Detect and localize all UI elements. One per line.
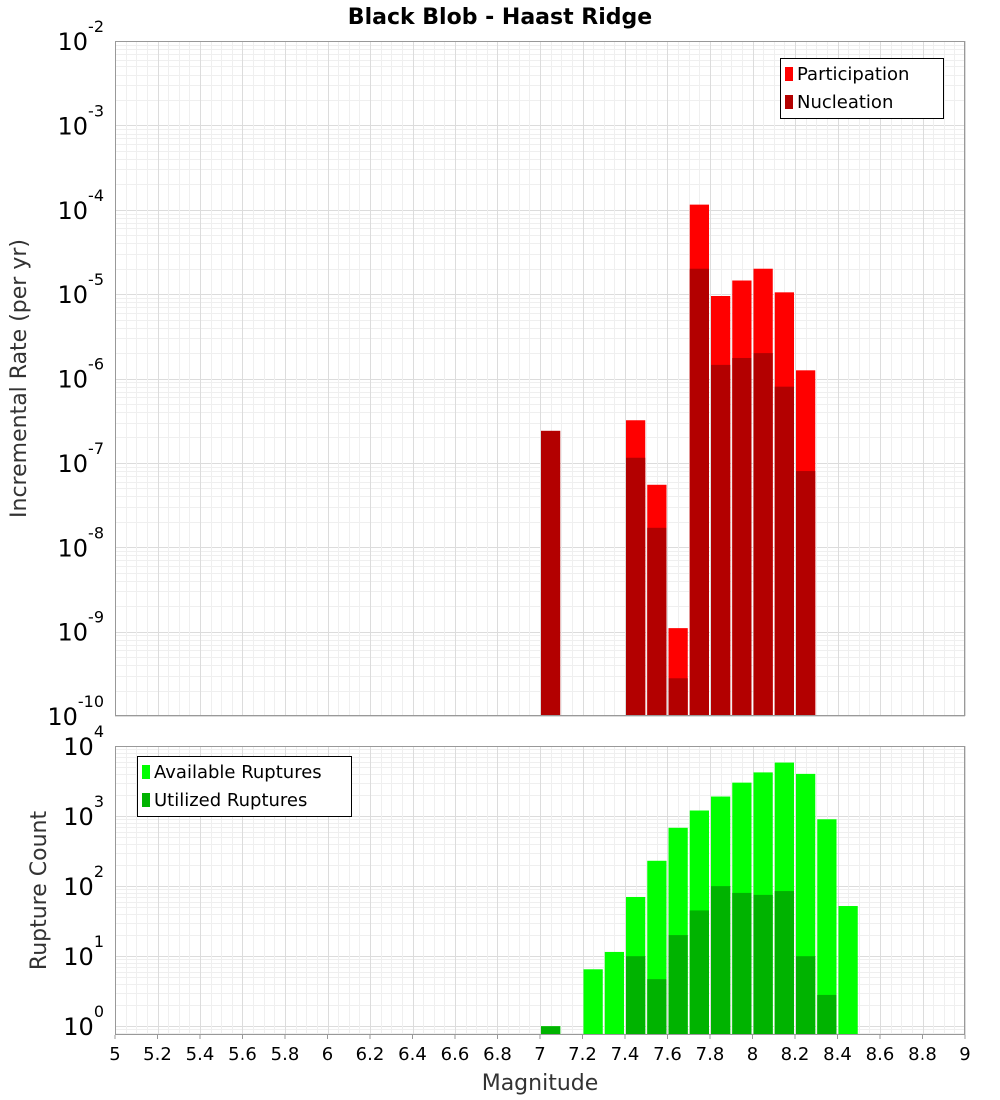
x-tick-label: 7 <box>534 1044 545 1065</box>
bar-utilized-ruptures-7-05 <box>541 1026 561 1035</box>
y-tick-label: 10-4 <box>58 186 105 225</box>
bottom-legend-box <box>137 756 352 817</box>
y-tick-label: 10-8 <box>58 523 105 562</box>
x-tick-label: 6.4 <box>398 1044 427 1065</box>
top-y-ticks: 10-10 10-9 10-8 10-7 10-6 10-5 10-4 10-3 10-2 <box>47 17 104 731</box>
y-tick-label: 10-3 <box>58 101 105 140</box>
top-plot-border <box>115 41 965 716</box>
bar-nucleation-8-15 <box>774 386 794 716</box>
x-tick-label: 5 <box>109 1044 120 1065</box>
y-tick-label: 10-2 <box>58 17 105 56</box>
x-axis-ticks: 5 5.2 5.4 5.6 5.8 6 6.2 6.4 6.6 6.8 7 7.2 7.4 7.6 7.8 8… <box>109 1035 971 1065</box>
x-tick-label: 9 <box>959 1044 970 1065</box>
legend-swatch-participation <box>785 67 793 81</box>
y-tick-label: 100 <box>63 1002 104 1041</box>
bar-nucleation-7-65 <box>668 678 688 716</box>
chart-title: Black Blob - Haast Ridge <box>348 5 652 30</box>
y-tick-label: 102 <box>63 862 104 901</box>
x-tick-label: 7.4 <box>611 1044 640 1065</box>
bar-utilized-ruptures-8-15 <box>774 891 794 1035</box>
top-panel: 10-10 10-9 10-8 10-7 10-6 10-5 10-4 10-3 10-2 In… <box>7 17 966 731</box>
bar-nucleation-8-05 <box>753 353 773 716</box>
top-legend: Participation Nucleation <box>780 58 944 119</box>
legend-label-nucleation: Nucleation <box>797 92 893 113</box>
x-tick-label: 7.2 <box>568 1044 597 1065</box>
bottom-legend: Available Ruptures Utilized Ruptures <box>137 756 352 817</box>
bar-utilized-ruptures-8-05 <box>753 894 773 1035</box>
y-tick-label: 10-5 <box>58 270 105 309</box>
bar-nucleation-7-05 <box>541 430 561 716</box>
y-tick-label: 10-7 <box>58 439 105 478</box>
x-tick-label: 8.6 <box>866 1044 895 1065</box>
bar-nucleation-7-85 <box>711 364 731 716</box>
legend-label-utilized-ruptures: Utilized Ruptures <box>154 790 307 811</box>
bar-utilized-ruptures-7-75 <box>689 910 709 1035</box>
x-tick-label: 6 <box>322 1044 333 1065</box>
bottom-y-axis-label: Rupture Count <box>27 811 52 971</box>
bar-nucleation-8-25 <box>796 471 816 716</box>
y-tick-label: 10-6 <box>58 355 105 394</box>
top-bars <box>541 204 816 717</box>
x-tick-label: 6.8 <box>483 1044 512 1065</box>
legend-swatch-available-ruptures <box>142 765 150 779</box>
top-legend-box <box>780 58 944 119</box>
bar-nucleation-7-45 <box>626 457 646 716</box>
bar-utilized-ruptures-7-45 <box>626 956 646 1035</box>
legend-label-participation: Participation <box>797 64 909 85</box>
y-tick-label: 10-10 <box>47 692 104 731</box>
bar-utilized-ruptures-8-25 <box>796 956 816 1035</box>
y-tick-label: 103 <box>63 792 104 831</box>
bar-available-ruptures-8-45 <box>838 906 858 1035</box>
x-tick-label: 7.6 <box>653 1044 682 1065</box>
y-tick-label: 104 <box>63 722 104 761</box>
x-tick-label: 8.2 <box>781 1044 810 1065</box>
bottom-panel: 100 101 102 103 104 5 5.2 5.4 5.6 5.8 6 6.2 6.4 6.6 6… <box>27 722 971 1096</box>
bar-nucleation-7-75 <box>689 268 709 716</box>
bar-utilized-ruptures-7-65 <box>668 935 688 1035</box>
bar-utilized-ruptures-7-85 <box>711 886 731 1035</box>
y-tick-label: 101 <box>63 932 104 971</box>
bottom-bars <box>541 762 858 1035</box>
legend-label-available-ruptures: Available Ruptures <box>154 762 322 783</box>
top-y-axis-label: Incremental Rate (per yr) <box>7 239 32 518</box>
bar-available-ruptures-7-25 <box>583 969 603 1035</box>
bar-available-ruptures-7-35 <box>604 951 624 1035</box>
bar-nucleation-7-95 <box>732 357 752 716</box>
x-tick-label: 5.6 <box>228 1044 257 1065</box>
x-tick-label: 6.6 <box>441 1044 470 1065</box>
bottom-plot-border <box>115 746 965 1035</box>
x-tick-label: 8.8 <box>908 1044 937 1065</box>
bar-utilized-ruptures-8-35 <box>817 994 837 1035</box>
x-tick-label: 7.8 <box>696 1044 725 1065</box>
x-tick-label: 8.4 <box>823 1044 852 1065</box>
bar-utilized-ruptures-7-55 <box>647 979 667 1035</box>
y-tick-label: 10-9 <box>58 608 105 647</box>
x-tick-label: 5.2 <box>143 1044 172 1065</box>
bottom-y-ticks: 100 101 102 103 104 <box>63 722 104 1041</box>
x-axis-label: Magnitude <box>482 1071 599 1096</box>
x-tick-label: 6.2 <box>356 1044 385 1065</box>
x-tick-label: 8 <box>747 1044 758 1065</box>
x-tick-label: 5.8 <box>271 1044 300 1065</box>
x-tick-label: 5.4 <box>186 1044 215 1065</box>
bar-nucleation-7-55 <box>647 527 667 716</box>
bar-available-ruptures-8-35 <box>817 819 837 1035</box>
bar-utilized-ruptures-7-95 <box>732 892 752 1035</box>
legend-swatch-utilized-ruptures <box>142 793 150 807</box>
legend-swatch-nucleation <box>785 95 793 109</box>
